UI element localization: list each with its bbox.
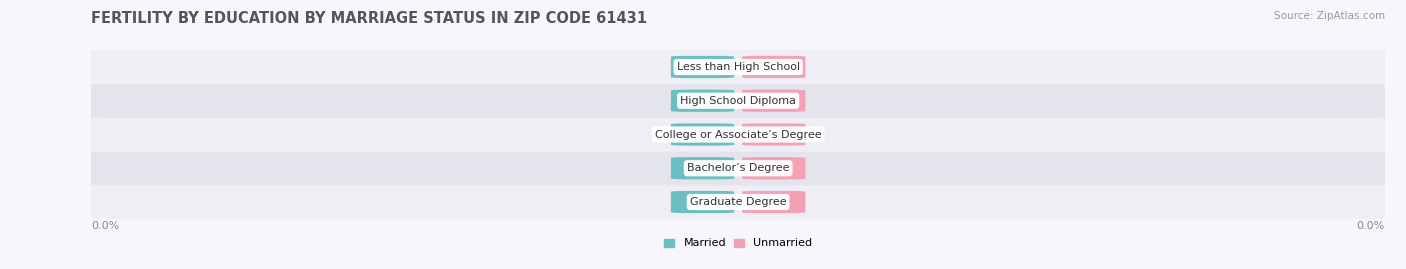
Text: Less than High School: Less than High School: [676, 62, 800, 72]
Text: 0.0%: 0.0%: [1357, 221, 1385, 231]
Text: 0.0%: 0.0%: [688, 62, 717, 72]
Text: 0.0%: 0.0%: [759, 129, 789, 140]
Text: Bachelor’s Degree: Bachelor’s Degree: [688, 163, 789, 173]
Text: 0.0%: 0.0%: [759, 62, 789, 72]
FancyBboxPatch shape: [84, 151, 1392, 185]
FancyBboxPatch shape: [84, 50, 1392, 84]
FancyBboxPatch shape: [742, 56, 806, 78]
FancyBboxPatch shape: [84, 117, 1392, 152]
Text: College or Associate’s Degree: College or Associate’s Degree: [655, 129, 821, 140]
Text: FERTILITY BY EDUCATION BY MARRIAGE STATUS IN ZIP CODE 61431: FERTILITY BY EDUCATION BY MARRIAGE STATU…: [91, 11, 647, 26]
Text: 0.0%: 0.0%: [688, 163, 717, 173]
FancyBboxPatch shape: [742, 191, 806, 213]
FancyBboxPatch shape: [671, 56, 734, 78]
FancyBboxPatch shape: [742, 90, 806, 112]
Text: 0.0%: 0.0%: [688, 96, 717, 106]
Text: Source: ZipAtlas.com: Source: ZipAtlas.com: [1274, 11, 1385, 21]
Text: 0.0%: 0.0%: [759, 197, 789, 207]
Text: 0.0%: 0.0%: [759, 163, 789, 173]
FancyBboxPatch shape: [742, 123, 806, 146]
FancyBboxPatch shape: [742, 157, 806, 179]
Legend: Married, Unmarried: Married, Unmarried: [659, 234, 817, 253]
FancyBboxPatch shape: [84, 185, 1392, 219]
FancyBboxPatch shape: [671, 157, 734, 179]
Text: Graduate Degree: Graduate Degree: [690, 197, 786, 207]
FancyBboxPatch shape: [671, 123, 734, 146]
Text: High School Diploma: High School Diploma: [681, 96, 796, 106]
Text: 0.0%: 0.0%: [688, 197, 717, 207]
FancyBboxPatch shape: [671, 90, 734, 112]
Text: 0.0%: 0.0%: [688, 129, 717, 140]
FancyBboxPatch shape: [671, 191, 734, 213]
Text: 0.0%: 0.0%: [91, 221, 120, 231]
FancyBboxPatch shape: [84, 84, 1392, 118]
Text: 0.0%: 0.0%: [759, 96, 789, 106]
